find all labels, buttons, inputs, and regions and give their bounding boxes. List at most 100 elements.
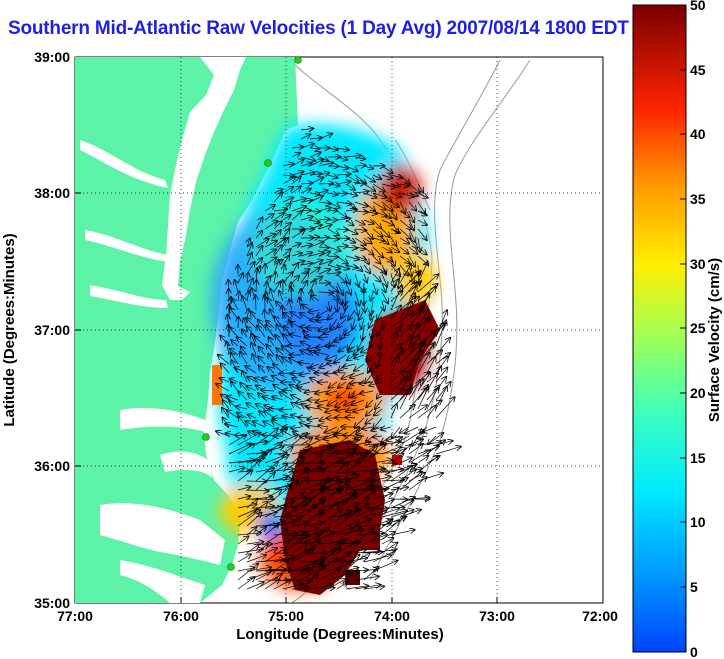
velocity-vector <box>309 433 336 446</box>
velocity-vector <box>300 245 312 248</box>
velocity-vector <box>363 237 372 244</box>
colorbar-tick-label: 5 <box>690 579 698 595</box>
velocity-vector <box>291 469 310 482</box>
velocity-vector <box>266 325 275 338</box>
velocity-vector <box>408 273 414 283</box>
velocity-vector <box>309 225 322 230</box>
velocity-vector <box>255 258 262 266</box>
velocity-vector <box>296 382 311 386</box>
velocity-vector <box>345 219 353 225</box>
velocity-vector <box>326 391 338 394</box>
velocity-vector <box>264 579 280 590</box>
velocity-vector <box>327 201 340 208</box>
velocity-vector <box>353 409 365 412</box>
velocity-vector <box>390 466 413 482</box>
velocity-vector <box>372 183 385 192</box>
velocity-vector <box>327 562 354 572</box>
velocity-vector <box>390 286 402 311</box>
velocity-vector <box>336 229 348 230</box>
velocity-vector <box>282 177 296 185</box>
velocity-vector <box>282 256 289 266</box>
velocity-vector <box>246 555 266 563</box>
colorbar-tick-label: 50 <box>690 0 706 13</box>
velocity-vector <box>291 153 300 157</box>
velocity-vector <box>382 300 384 311</box>
radar-station <box>202 433 210 441</box>
velocity-vector <box>417 192 428 198</box>
velocity-vector <box>374 408 383 416</box>
velocity-vector <box>252 354 256 365</box>
velocity-vector <box>273 282 280 293</box>
velocity-vector <box>359 391 374 394</box>
velocity-vector <box>246 527 256 536</box>
velocity-vector <box>363 166 373 169</box>
velocity-vector <box>291 588 310 589</box>
velocity-vector <box>291 172 304 175</box>
velocity-vector <box>399 210 410 217</box>
velocity-vector <box>264 241 277 248</box>
velocity-vector <box>345 480 374 491</box>
velocity-vector <box>417 456 428 464</box>
velocity-vector <box>381 201 393 211</box>
velocity-vector <box>238 292 239 302</box>
velocity-vector <box>372 532 395 545</box>
velocity-vector <box>327 363 338 364</box>
velocity-vector <box>359 309 365 320</box>
velocity-vector <box>408 335 419 356</box>
velocity-vector <box>316 400 329 403</box>
velocity-vector <box>318 261 332 266</box>
velocity-vector <box>363 174 375 182</box>
velocity-vector <box>291 159 304 167</box>
velocity-vector <box>417 387 428 410</box>
velocity-vector <box>336 571 349 581</box>
velocity-vector <box>381 192 392 202</box>
velocity-vector <box>372 452 398 454</box>
velocity-vector <box>309 237 319 238</box>
velocity-vector <box>329 381 338 388</box>
velocity-vector <box>345 475 359 482</box>
velocity-vector <box>309 559 325 572</box>
velocity-vector <box>264 523 279 536</box>
velocity-vector <box>408 201 416 211</box>
velocity-vector <box>237 554 251 563</box>
colorbar-tick-label: 25 <box>690 320 706 336</box>
velocity-vector <box>272 397 284 401</box>
velocity-vector <box>318 269 330 275</box>
velocity-vector <box>336 193 347 194</box>
velocity-vector <box>282 187 293 194</box>
velocity-vector <box>298 362 311 364</box>
velocity-vector <box>371 291 374 301</box>
velocity-vector <box>291 177 301 185</box>
velocity-vector <box>381 480 404 481</box>
velocity-vector <box>382 282 386 292</box>
velocity-vector <box>255 473 275 491</box>
velocity-vector <box>408 477 427 491</box>
velocity-vector <box>348 309 356 320</box>
velocity-vector <box>276 355 284 365</box>
velocity-vector <box>264 469 293 472</box>
velocity-vector <box>309 242 324 248</box>
velocity-vector <box>363 192 377 198</box>
x-tick-label: 77:00 <box>57 608 93 624</box>
velocity-vector <box>263 421 275 428</box>
velocity-vector <box>237 504 257 509</box>
velocity-vector <box>237 496 250 499</box>
velocity-vector <box>228 468 244 473</box>
velocity-vector <box>246 513 262 527</box>
velocity-vector <box>300 510 324 527</box>
velocity-vector <box>375 399 383 409</box>
velocity-vector <box>363 469 386 472</box>
velocity-vector <box>345 586 368 589</box>
velocity-vector <box>264 249 276 257</box>
velocity-vector <box>317 309 329 317</box>
velocity-vector <box>336 493 357 509</box>
radar-stations <box>202 57 302 571</box>
velocity-vector <box>354 264 362 271</box>
velocity-vector <box>259 347 266 356</box>
velocity-vector <box>390 497 415 509</box>
velocity-vector <box>355 417 365 427</box>
velocity-vector <box>417 219 427 225</box>
velocity-vector <box>237 568 255 571</box>
velocity-vector <box>348 345 356 352</box>
velocity-vector <box>300 217 313 220</box>
